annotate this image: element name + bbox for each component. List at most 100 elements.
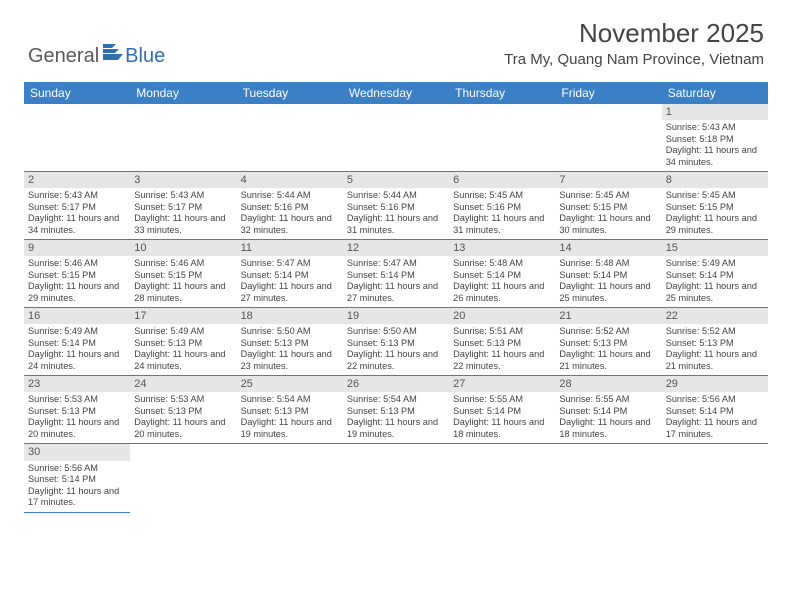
weekday-header: Sunday	[24, 82, 130, 104]
location-subtitle: Tra My, Quang Nam Province, Vietnam	[504, 51, 764, 68]
flag-icon	[103, 43, 123, 66]
day-cell: 1Sunrise: 5:43 AMSunset: 5:18 PMDaylight…	[662, 104, 768, 172]
day-number: 13	[449, 240, 555, 256]
weekday-header: Friday	[555, 82, 661, 104]
day-details: Sunrise: 5:51 AMSunset: 5:13 PMDaylight:…	[449, 324, 555, 375]
day-number: 18	[237, 308, 343, 324]
day-details: Sunrise: 5:47 AMSunset: 5:14 PMDaylight:…	[237, 256, 343, 307]
day-details: Sunrise: 5:43 AMSunset: 5:17 PMDaylight:…	[24, 188, 130, 239]
day-details: Sunrise: 5:55 AMSunset: 5:14 PMDaylight:…	[555, 392, 661, 443]
empty-cell	[130, 104, 236, 172]
day-number: 3	[130, 172, 236, 188]
day-number: 8	[662, 172, 768, 188]
day-cell: 21Sunrise: 5:52 AMSunset: 5:13 PMDayligh…	[555, 308, 661, 376]
day-number: 1	[662, 104, 768, 120]
day-details: Sunrise: 5:49 AMSunset: 5:14 PMDaylight:…	[24, 324, 130, 375]
day-details: Sunrise: 5:45 AMSunset: 5:15 PMDaylight:…	[555, 188, 661, 239]
day-number: 2	[24, 172, 130, 188]
day-cell: 24Sunrise: 5:53 AMSunset: 5:13 PMDayligh…	[130, 376, 236, 444]
day-number: 15	[662, 240, 768, 256]
day-details: Sunrise: 5:52 AMSunset: 5:13 PMDaylight:…	[555, 324, 661, 375]
empty-cell	[555, 444, 661, 512]
day-cell: 28Sunrise: 5:55 AMSunset: 5:14 PMDayligh…	[555, 376, 661, 444]
day-details: Sunrise: 5:50 AMSunset: 5:13 PMDaylight:…	[237, 324, 343, 375]
empty-cell	[130, 444, 236, 512]
day-details: Sunrise: 5:49 AMSunset: 5:13 PMDaylight:…	[130, 324, 236, 375]
day-number: 7	[555, 172, 661, 188]
empty-cell	[343, 444, 449, 512]
calendar-row: 2Sunrise: 5:43 AMSunset: 5:17 PMDaylight…	[24, 172, 768, 240]
day-details: Sunrise: 5:55 AMSunset: 5:14 PMDaylight:…	[449, 392, 555, 443]
day-cell: 11Sunrise: 5:47 AMSunset: 5:14 PMDayligh…	[237, 240, 343, 308]
day-number: 17	[130, 308, 236, 324]
day-details: Sunrise: 5:56 AMSunset: 5:14 PMDaylight:…	[662, 392, 768, 443]
day-number: 5	[343, 172, 449, 188]
day-cell: 22Sunrise: 5:52 AMSunset: 5:13 PMDayligh…	[662, 308, 768, 376]
day-details: Sunrise: 5:43 AMSunset: 5:17 PMDaylight:…	[130, 188, 236, 239]
day-details: Sunrise: 5:53 AMSunset: 5:13 PMDaylight:…	[24, 392, 130, 443]
day-cell: 13Sunrise: 5:48 AMSunset: 5:14 PMDayligh…	[449, 240, 555, 308]
day-number: 25	[237, 376, 343, 392]
empty-cell	[343, 104, 449, 172]
day-number: 4	[237, 172, 343, 188]
day-number: 26	[343, 376, 449, 392]
day-details: Sunrise: 5:54 AMSunset: 5:13 PMDaylight:…	[237, 392, 343, 443]
day-number: 16	[24, 308, 130, 324]
day-details: Sunrise: 5:48 AMSunset: 5:14 PMDaylight:…	[449, 256, 555, 307]
day-number: 21	[555, 308, 661, 324]
calendar-table: SundayMondayTuesdayWednesdayThursdayFrid…	[24, 82, 768, 513]
day-details: Sunrise: 5:56 AMSunset: 5:14 PMDaylight:…	[24, 461, 130, 512]
empty-cell	[237, 444, 343, 512]
day-cell: 15Sunrise: 5:49 AMSunset: 5:14 PMDayligh…	[662, 240, 768, 308]
day-cell: 25Sunrise: 5:54 AMSunset: 5:13 PMDayligh…	[237, 376, 343, 444]
weekday-header: Wednesday	[343, 82, 449, 104]
day-number: 30	[24, 444, 130, 460]
day-details: Sunrise: 5:45 AMSunset: 5:16 PMDaylight:…	[449, 188, 555, 239]
day-cell: 10Sunrise: 5:46 AMSunset: 5:15 PMDayligh…	[130, 240, 236, 308]
day-details: Sunrise: 5:44 AMSunset: 5:16 PMDaylight:…	[343, 188, 449, 239]
day-cell: 20Sunrise: 5:51 AMSunset: 5:13 PMDayligh…	[449, 308, 555, 376]
day-number: 27	[449, 376, 555, 392]
day-cell: 30Sunrise: 5:56 AMSunset: 5:14 PMDayligh…	[24, 444, 130, 512]
brand-part2: Blue	[125, 45, 165, 68]
calendar-body: 1Sunrise: 5:43 AMSunset: 5:18 PMDaylight…	[24, 104, 768, 512]
day-details: Sunrise: 5:50 AMSunset: 5:13 PMDaylight:…	[343, 324, 449, 375]
weekday-header: Saturday	[662, 82, 768, 104]
day-number: 28	[555, 376, 661, 392]
calendar-row: 23Sunrise: 5:53 AMSunset: 5:13 PMDayligh…	[24, 376, 768, 444]
day-cell: 4Sunrise: 5:44 AMSunset: 5:16 PMDaylight…	[237, 172, 343, 240]
empty-cell	[449, 104, 555, 172]
brand-part1: General	[28, 45, 99, 68]
day-cell: 5Sunrise: 5:44 AMSunset: 5:16 PMDaylight…	[343, 172, 449, 240]
day-number: 24	[130, 376, 236, 392]
calendar-row: 9Sunrise: 5:46 AMSunset: 5:15 PMDaylight…	[24, 240, 768, 308]
month-title: November 2025	[504, 18, 764, 49]
day-details: Sunrise: 5:53 AMSunset: 5:13 PMDaylight:…	[130, 392, 236, 443]
day-cell: 3Sunrise: 5:43 AMSunset: 5:17 PMDaylight…	[130, 172, 236, 240]
title-block: November 2025 Tra My, Quang Nam Province…	[504, 18, 764, 68]
day-cell: 29Sunrise: 5:56 AMSunset: 5:14 PMDayligh…	[662, 376, 768, 444]
page-header: General Blue November 2025 Tra My, Quang…	[0, 0, 792, 74]
day-number: 29	[662, 376, 768, 392]
day-cell: 14Sunrise: 5:48 AMSunset: 5:14 PMDayligh…	[555, 240, 661, 308]
day-number: 11	[237, 240, 343, 256]
day-details: Sunrise: 5:43 AMSunset: 5:18 PMDaylight:…	[662, 120, 768, 171]
day-details: Sunrise: 5:49 AMSunset: 5:14 PMDaylight:…	[662, 256, 768, 307]
calendar-header-row: SundayMondayTuesdayWednesdayThursdayFrid…	[24, 82, 768, 104]
day-details: Sunrise: 5:44 AMSunset: 5:16 PMDaylight:…	[237, 188, 343, 239]
day-number: 23	[24, 376, 130, 392]
day-number: 19	[343, 308, 449, 324]
day-cell: 19Sunrise: 5:50 AMSunset: 5:13 PMDayligh…	[343, 308, 449, 376]
day-details: Sunrise: 5:47 AMSunset: 5:14 PMDaylight:…	[343, 256, 449, 307]
day-number: 9	[24, 240, 130, 256]
weekday-header: Thursday	[449, 82, 555, 104]
day-cell: 2Sunrise: 5:43 AMSunset: 5:17 PMDaylight…	[24, 172, 130, 240]
day-details: Sunrise: 5:46 AMSunset: 5:15 PMDaylight:…	[24, 256, 130, 307]
calendar-row: 16Sunrise: 5:49 AMSunset: 5:14 PMDayligh…	[24, 308, 768, 376]
weekday-header: Monday	[130, 82, 236, 104]
day-cell: 23Sunrise: 5:53 AMSunset: 5:13 PMDayligh…	[24, 376, 130, 444]
calendar-row: 30Sunrise: 5:56 AMSunset: 5:14 PMDayligh…	[24, 444, 768, 512]
day-cell: 8Sunrise: 5:45 AMSunset: 5:15 PMDaylight…	[662, 172, 768, 240]
day-details: Sunrise: 5:52 AMSunset: 5:13 PMDaylight:…	[662, 324, 768, 375]
day-cell: 27Sunrise: 5:55 AMSunset: 5:14 PMDayligh…	[449, 376, 555, 444]
